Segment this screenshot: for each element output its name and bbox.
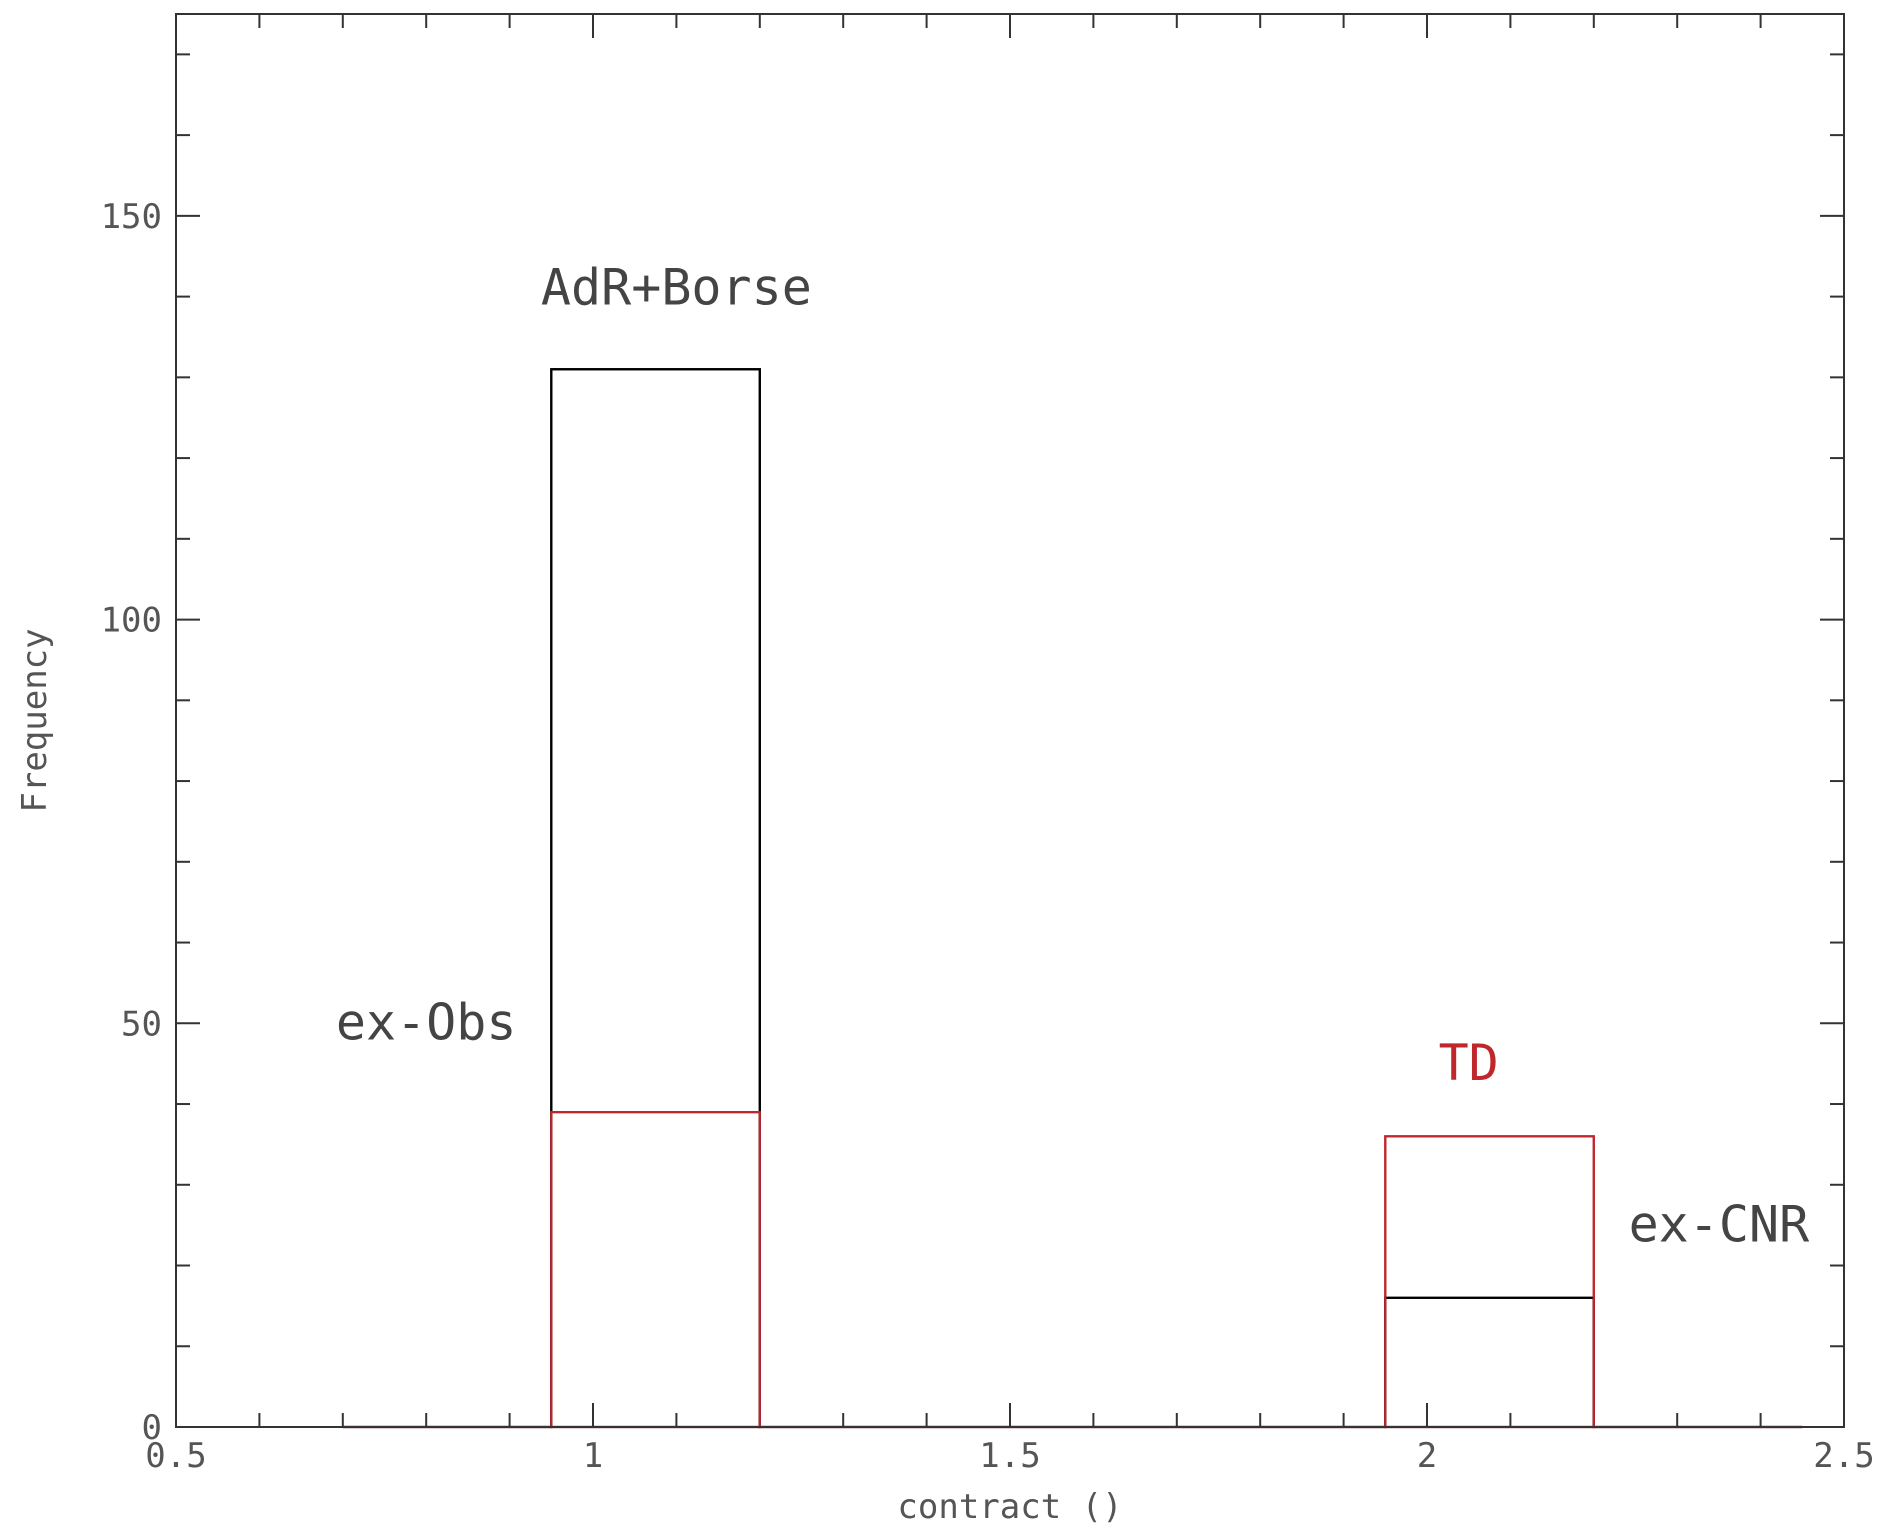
x-tick-labels: 0.5 1 1.5 2 2.5 [145, 1436, 1874, 1476]
y-tick-labels: 0 50 100 150 [101, 197, 162, 1448]
x-tick-label: 1 [583, 1436, 603, 1476]
annotation-label: TD [1439, 1034, 1499, 1092]
axis-ticks [175, 14, 1845, 1428]
annotation-label: ex-CNR [1629, 1195, 1811, 1253]
x-tick-label: 0.5 [145, 1436, 206, 1476]
annotation-label: AdR+Borse [541, 259, 812, 317]
y-tick-label: 50 [121, 1004, 162, 1044]
x-tick-label: 2.5 [1813, 1436, 1874, 1476]
plot-frame [175, 13, 1845, 1428]
y-axis-label: Frequency [15, 628, 55, 812]
annotation-label: ex-Obs [336, 993, 517, 1051]
x-tick-label: 2 [1417, 1436, 1437, 1476]
x-tick-label: 1.5 [979, 1436, 1040, 1476]
annotations: AdR+Borse ex-Obs TD ex-CNR [336, 259, 1810, 1254]
x-axis-label: contract () [897, 1487, 1122, 1527]
y-tick-label: 150 [101, 197, 162, 237]
y-tick-label: 0 [142, 1408, 162, 1448]
y-tick-label: 100 [101, 601, 162, 641]
